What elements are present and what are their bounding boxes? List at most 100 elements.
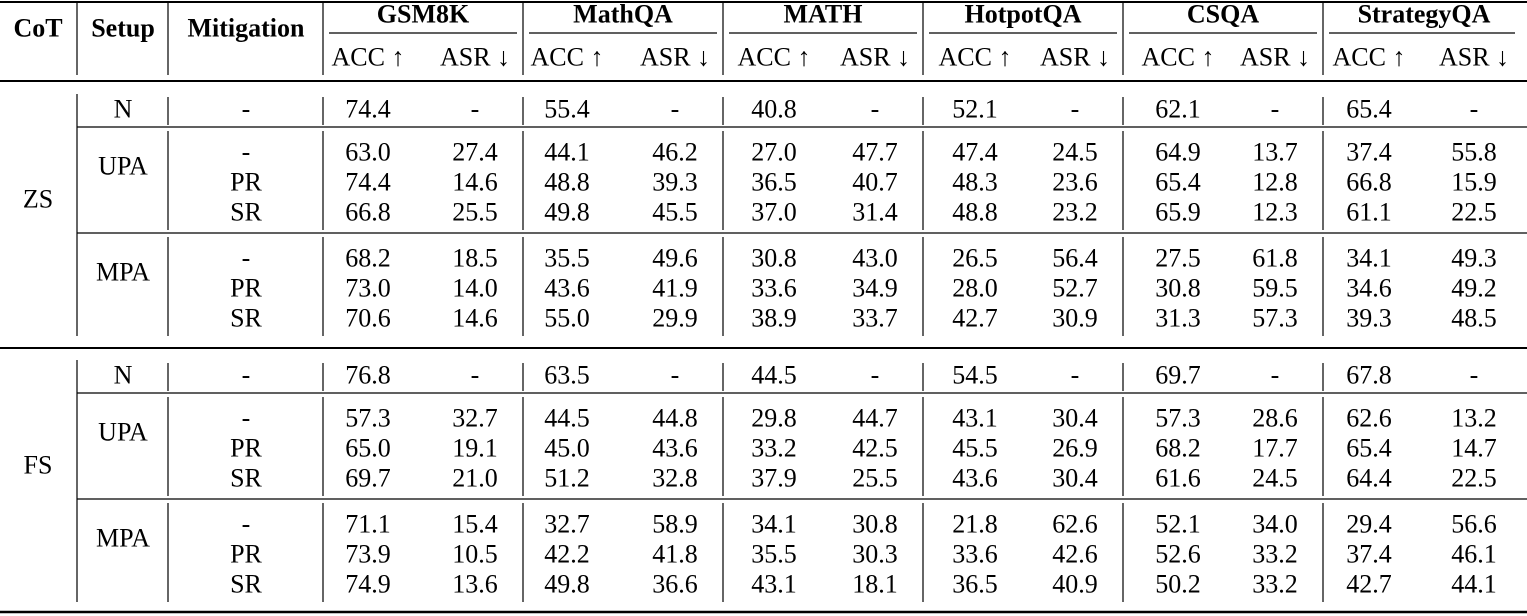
acc-cell: 52.1 xyxy=(1155,510,1201,539)
acc-cell: 45.5 xyxy=(952,434,998,463)
acc-cell: 48.3 xyxy=(952,168,998,197)
asr-cell: 24.5 xyxy=(1052,138,1098,167)
acc-cell: 63.0 xyxy=(345,138,391,167)
asr-cell: 49.3 xyxy=(1451,244,1497,273)
asr-cell: 41.9 xyxy=(652,274,698,303)
table-text: CoT Setup Mitigation GSM8K ACC ↑ ASR ↓ MathQA A… xyxy=(13,0,1509,599)
asr-cell: 26.9 xyxy=(1052,434,1098,463)
setup-label: MPA xyxy=(96,258,150,287)
mitigation-label: - xyxy=(242,510,251,539)
mitigation-label: - xyxy=(242,138,251,167)
asr-cell: - xyxy=(671,95,680,124)
header-acc: ACC ↑ xyxy=(1333,43,1406,72)
asr-cell: 46.1 xyxy=(1451,540,1497,569)
acc-cell: 45.0 xyxy=(544,434,590,463)
asr-cell: 27.4 xyxy=(452,138,498,167)
asr-cell: - xyxy=(471,95,480,124)
header-asr: ASR ↓ xyxy=(640,43,710,72)
asr-cell: 57.3 xyxy=(1252,304,1298,333)
asr-cell: 32.8 xyxy=(652,464,698,493)
asr-cell: 23.6 xyxy=(1052,168,1098,197)
acc-cell: 61.6 xyxy=(1155,464,1201,493)
acc-cell: 29.4 xyxy=(1346,510,1392,539)
acc-cell: 74.4 xyxy=(345,95,391,124)
asr-cell: 15.9 xyxy=(1451,168,1497,197)
asr-cell: 49.6 xyxy=(652,244,698,273)
acc-cell: 33.6 xyxy=(952,540,998,569)
mitigation-label: PR xyxy=(230,274,262,303)
acc-cell: 44.1 xyxy=(544,138,590,167)
header-asr: ASR ↓ xyxy=(1040,43,1110,72)
acc-cell: 74.4 xyxy=(345,168,391,197)
acc-cell: 62.6 xyxy=(1346,404,1392,433)
asr-cell: 30.9 xyxy=(1052,304,1098,333)
asr-cell: - xyxy=(1071,95,1080,124)
acc-cell: 43.6 xyxy=(952,464,998,493)
asr-cell: 56.4 xyxy=(1052,244,1098,273)
acc-cell: 37.4 xyxy=(1346,540,1392,569)
acc-cell: 37.4 xyxy=(1346,138,1392,167)
header-mitigation: Mitigation xyxy=(188,14,306,43)
cot-label: ZS xyxy=(23,185,53,214)
asr-cell: - xyxy=(1071,361,1080,390)
asr-cell: 56.6 xyxy=(1451,510,1497,539)
acc-cell: 67.8 xyxy=(1346,361,1392,390)
asr-cell: 14.6 xyxy=(452,168,498,197)
asr-cell: 18.5 xyxy=(452,244,498,273)
asr-cell: 42.5 xyxy=(852,434,898,463)
asr-cell: 44.7 xyxy=(852,404,898,433)
asr-cell: 15.4 xyxy=(452,510,498,539)
asr-cell: 25.5 xyxy=(452,198,498,227)
asr-cell: 62.6 xyxy=(1052,510,1098,539)
asr-cell: - xyxy=(1271,361,1280,390)
acc-cell: 57.3 xyxy=(345,404,391,433)
asr-cell: 43.0 xyxy=(852,244,898,273)
header-asr: ASR ↓ xyxy=(1439,43,1509,72)
header-dataset: MathQA xyxy=(573,0,673,29)
asr-cell: 47.7 xyxy=(852,138,898,167)
acc-cell: 64.9 xyxy=(1155,138,1201,167)
asr-cell: 43.6 xyxy=(652,434,698,463)
mitigation-label: - xyxy=(242,95,251,124)
acc-cell: 69.7 xyxy=(1155,361,1201,390)
asr-cell: 36.6 xyxy=(652,570,698,599)
asr-cell: 45.5 xyxy=(652,198,698,227)
mitigation-label: SR xyxy=(230,570,262,599)
acc-cell: 33.2 xyxy=(751,434,797,463)
asr-cell: 12.3 xyxy=(1252,198,1298,227)
acc-cell: 65.9 xyxy=(1155,198,1201,227)
asr-cell: 59.5 xyxy=(1252,274,1298,303)
asr-cell: 25.5 xyxy=(852,464,898,493)
asr-cell: 41.8 xyxy=(652,540,698,569)
asr-cell: 22.5 xyxy=(1451,464,1497,493)
mitigation-label: SR xyxy=(230,198,262,227)
acc-cell: 54.5 xyxy=(952,361,998,390)
mitigation-label: - xyxy=(242,361,251,390)
setup-label: UPA xyxy=(98,418,148,447)
acc-cell: 30.8 xyxy=(751,244,797,273)
acc-cell: 43.1 xyxy=(751,570,797,599)
asr-cell: 14.7 xyxy=(1451,434,1497,463)
acc-cell: 48.8 xyxy=(544,168,590,197)
acc-cell: 37.9 xyxy=(751,464,797,493)
acc-cell: 42.7 xyxy=(952,304,998,333)
header-acc: ACC ↑ xyxy=(531,43,604,72)
header-acc: ACC ↑ xyxy=(332,43,405,72)
acc-cell: 70.6 xyxy=(345,304,391,333)
acc-cell: 43.1 xyxy=(952,404,998,433)
header-dataset: CSQA xyxy=(1187,0,1259,29)
asr-cell: 34.9 xyxy=(852,274,898,303)
asr-cell: 33.2 xyxy=(1252,570,1298,599)
acc-cell: 55.4 xyxy=(544,95,590,124)
asr-cell: 14.6 xyxy=(452,304,498,333)
asr-cell: 14.0 xyxy=(452,274,498,303)
acc-cell: 62.1 xyxy=(1155,95,1201,124)
acc-cell: 51.2 xyxy=(544,464,590,493)
asr-cell: 23.2 xyxy=(1052,198,1098,227)
acc-cell: 76.8 xyxy=(345,361,391,390)
acc-cell: 27.5 xyxy=(1155,244,1201,273)
header-acc: ACC ↑ xyxy=(1142,43,1215,72)
header-dataset: GSM8K xyxy=(377,0,470,29)
